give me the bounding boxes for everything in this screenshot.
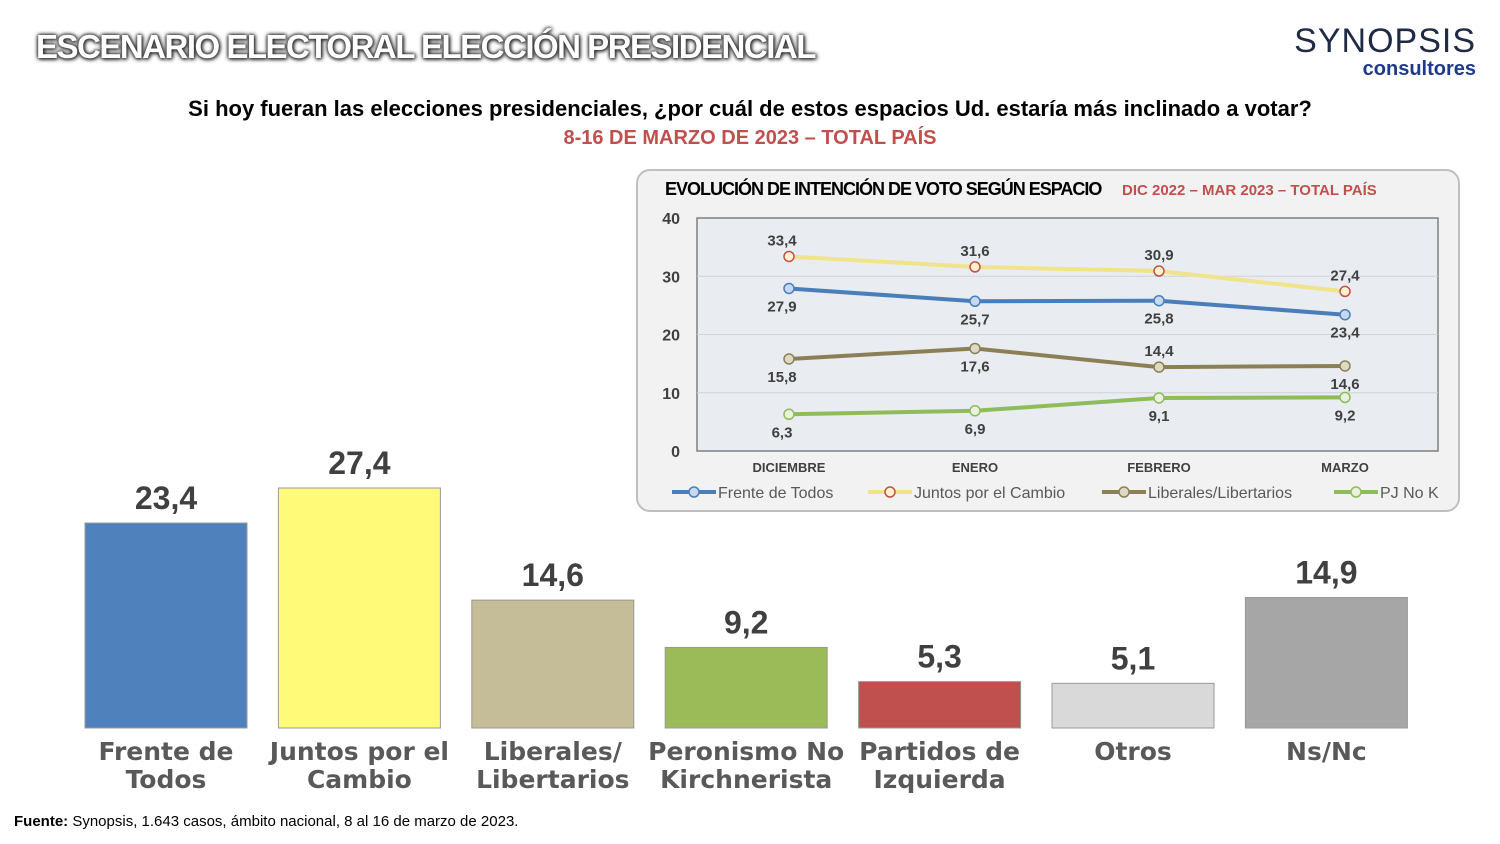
series-line	[788, 395, 1346, 417]
source-note: Fuente: Synopsis, 1.643 casos, ámbito na…	[14, 813, 518, 830]
bar-value-label: 9,2	[724, 604, 768, 640]
y-tick-label: 30	[662, 269, 680, 286]
series-line	[788, 254, 1346, 294]
legend-marker	[884, 486, 896, 498]
data-label: 25,8	[1144, 311, 1173, 328]
data-point	[1153, 361, 1165, 373]
bar-value-label: 23,4	[135, 480, 197, 516]
data-point	[969, 405, 981, 417]
data-label: 27,9	[767, 298, 796, 315]
data-point	[1339, 285, 1351, 298]
survey-question: Si hoy fueran las elecciones presidencia…	[188, 96, 1312, 121]
bar-value-label: 5,1	[1111, 640, 1155, 676]
data-point	[969, 261, 981, 273]
data-label: 9,2	[1335, 407, 1356, 424]
bar	[858, 681, 1022, 729]
bar	[277, 487, 441, 729]
data-point	[1153, 294, 1165, 307]
data-point	[1339, 360, 1351, 372]
legend-label: PJ No K	[1380, 485, 1439, 502]
data-label: 14,6	[1330, 376, 1359, 393]
data-label: 17,6	[960, 358, 989, 375]
data-point	[783, 353, 795, 365]
y-tick-label: 20	[662, 328, 680, 345]
bar-category-label: Liberales/	[484, 737, 623, 766]
data-point	[783, 282, 795, 295]
bar	[664, 646, 828, 729]
page-title: ESCENARIO ELECTORAL ELECCIÓN PRESIDENCIA…	[36, 28, 816, 65]
data-label: 6,3	[772, 424, 793, 441]
data-point	[783, 408, 795, 421]
data-label: 15,8	[767, 369, 796, 386]
data-label: 14,4	[1144, 343, 1174, 360]
bar	[84, 522, 248, 729]
data-label: 33,4	[767, 232, 797, 249]
bar-category-label: Frente de	[98, 737, 233, 766]
bar-category-label: Cambio	[307, 765, 412, 794]
data-label: 30,9	[1144, 247, 1173, 264]
data-label: 27,4	[1330, 267, 1360, 284]
bar	[1051, 682, 1215, 729]
bar-category-label: Ns/Nc	[1286, 737, 1367, 766]
bar-category-label: Juntos por el	[268, 737, 449, 766]
x-tick-label: ENERO	[952, 460, 998, 475]
bar-category-label: Partidos de	[859, 737, 1020, 766]
series-line	[788, 346, 1346, 370]
logo: SYNOPSIS	[1294, 22, 1476, 60]
bar-category-label: Kirchnerista	[660, 765, 832, 794]
bar-value-label: 5,3	[917, 639, 961, 675]
inset-chart-title: EVOLUCIÓN DE INTENCIÓN DE VOTO SEGÚN ESP…	[665, 179, 1102, 199]
data-label: 25,7	[960, 311, 989, 328]
source-text: Synopsis, 1.643 casos, ámbito nacional, …	[68, 813, 519, 830]
logo-subtitle: consultores	[1362, 58, 1476, 80]
legend-label: Frente de Todos	[718, 485, 833, 502]
bar-value-label: 27,4	[328, 445, 390, 481]
bar-value-label: 14,9	[1295, 554, 1357, 590]
survey-subtitle: 8-16 DE MARZO DE 2023 – TOTAL PAÍS	[563, 127, 937, 149]
series-line	[788, 286, 1346, 317]
bar-category-label: Otros	[1094, 737, 1172, 766]
data-point	[1339, 391, 1351, 404]
legend-label: Juntos por el Cambio	[914, 485, 1065, 502]
source-label: Fuente:	[14, 813, 69, 830]
x-tick-label: DICIEMBRE	[753, 460, 826, 475]
x-tick-label: FEBRERO	[1127, 460, 1191, 475]
data-point	[969, 295, 981, 308]
legend-label: Liberales/Libertarios	[1148, 485, 1292, 502]
data-point	[969, 342, 981, 355]
data-label: 23,4	[1330, 325, 1360, 342]
bar-category-label: Libertarios	[476, 765, 629, 794]
bar-value-label: 14,6	[522, 557, 584, 593]
bar-category-label: Todos	[126, 765, 207, 794]
data-label: 6,9	[965, 421, 986, 438]
y-tick-label: 40	[662, 211, 680, 228]
data-point	[783, 250, 795, 263]
bar	[1244, 596, 1408, 729]
legend-marker	[688, 486, 700, 498]
data-point	[1153, 265, 1165, 277]
y-tick-label: 0	[671, 444, 680, 461]
legend-marker	[1350, 486, 1362, 498]
data-point	[1153, 392, 1165, 404]
data-label: 31,6	[960, 243, 989, 260]
data-label: 9,1	[1149, 408, 1170, 425]
bar-category-label: Peronismo No	[648, 737, 844, 766]
x-tick-label: MARZO	[1321, 460, 1369, 475]
legend-marker	[1118, 486, 1130, 498]
data-point	[1339, 308, 1351, 321]
y-tick-label: 10	[662, 386, 680, 403]
inset-chart-subtitle: DIC 2022 – MAR 2023 – TOTAL PAÍS	[1122, 182, 1377, 199]
bar-category-label: Izquierda	[874, 765, 1006, 794]
bar	[471, 599, 635, 729]
